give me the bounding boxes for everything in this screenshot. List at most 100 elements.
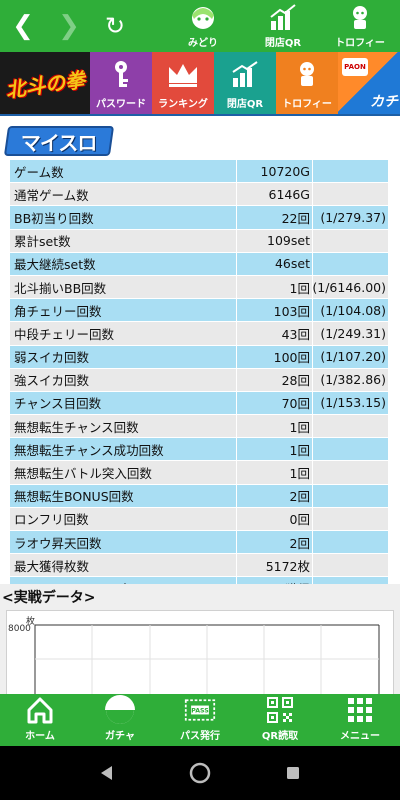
stat-value: 5172枚 <box>236 554 312 577</box>
topbar-item-trophy[interactable]: トロフィー <box>325 0 395 52</box>
stat-label: ラオウ昇天回数 <box>10 531 236 554</box>
triangle-back-icon <box>100 766 112 780</box>
stat-value: 1回 <box>236 461 312 484</box>
stat-value: 46set <box>236 252 312 275</box>
system-home-button[interactable] <box>180 753 220 793</box>
topbar-item-midori[interactable]: みどり <box>168 0 238 52</box>
stat-ratio <box>312 183 388 206</box>
stat-value: 1回 <box>236 275 312 299</box>
stat-value: 10720G <box>236 160 312 183</box>
system-back-button[interactable] <box>87 753 127 793</box>
stat-label: チャンス目回数 <box>10 391 236 415</box>
myslot-title: マイスロ <box>21 130 97 155</box>
stats-row: 無想転生バトル突入回数 1回 <box>10 461 388 485</box>
topbar-item-label: 閉店QR <box>264 38 302 49</box>
tile-closing-qr[interactable]: 閉店QR <box>214 52 276 114</box>
stat-label: 無想転生バトル突入回数 <box>10 461 236 484</box>
stat-ratio <box>312 507 388 530</box>
stat-label: 無想転生チャンス回数 <box>10 415 236 438</box>
stats-table: ゲーム数 10720G 通常ゲーム数 6146G BB初当り回数 22回 (1/279.37… <box>10 160 388 601</box>
stat-label: 強スイカ回数 <box>10 368 236 391</box>
stats-row: 累計set数 109set <box>10 229 388 253</box>
stat-label: 最大獲得枚数 <box>10 554 236 577</box>
nav-qr-scan[interactable]: QR読取 <box>240 694 320 746</box>
stat-value: 6146G <box>236 183 312 206</box>
qr-chart-icon <box>230 52 260 95</box>
stats-row: ゲーム数 10720G <box>10 160 388 184</box>
nav-label: ホーム <box>25 731 55 742</box>
gacha-icon <box>104 694 136 726</box>
stat-value: 2回 <box>236 484 312 507</box>
stat-label: 弱スイカ回数 <box>10 345 236 368</box>
back-button[interactable]: ❮ <box>0 0 46 52</box>
stats-row: ラオウ昇天回数 2回 <box>10 531 388 555</box>
stats-row: 無想転生チャンス成功回数 1回 <box>10 438 388 462</box>
stats-row: 中段チェリー回数 43回 (1/249.31) <box>10 322 388 346</box>
hokuto-logo: 北斗の拳 <box>3 67 87 102</box>
pass-ticket-icon: PASS <box>184 694 216 726</box>
stat-ratio: (1/382.86) <box>312 368 388 391</box>
crown-icon <box>166 52 200 95</box>
tile-trophy[interactable]: トロフィー <box>276 52 338 114</box>
kachi-text: カチ <box>370 94 398 110</box>
top-app-bar: ❮ ❯ ↻ みどり 閉店QR トロフィー <box>0 0 400 52</box>
system-recents-button[interactable] <box>273 753 313 793</box>
stat-label: 無想転生チャンス成功回数 <box>10 438 236 461</box>
banner-menu: 北斗の拳 パスワード ランキング 閉店QR トロフィー PAON カチ <box>0 52 400 114</box>
stat-label: 北斗揃いBB回数 <box>10 275 236 299</box>
character-icon <box>188 3 218 33</box>
stat-ratio <box>312 252 388 275</box>
qr-scan-icon <box>264 694 296 726</box>
stat-label: 最大継続set数 <box>10 252 236 275</box>
qr-chart-icon <box>268 3 298 33</box>
nav-menu[interactable]: メニュー <box>320 694 400 746</box>
chart-grid <box>34 624 380 699</box>
stat-value: 100回 <box>236 345 312 368</box>
stats-row: 最大継続set数 46set <box>10 252 388 276</box>
stat-value: 70回 <box>236 391 312 415</box>
stat-label: 中段チェリー回数 <box>10 322 236 345</box>
stat-value: 1回 <box>236 415 312 438</box>
stats-row: 角チェリー回数 103回 (1/104.08) <box>10 299 388 323</box>
stats-row: 弱スイカ回数 100回 (1/107.20) <box>10 345 388 369</box>
stat-value: 2回 <box>236 531 312 554</box>
stats-row: 最大獲得枚数 5172枚 <box>10 554 388 578</box>
stats-row: 無想転生チャンス回数 1回 <box>10 415 388 439</box>
tile-ranking[interactable]: ランキング <box>152 52 214 114</box>
battle-data-section: <実戦データ> 枚 8000 <box>0 584 400 700</box>
stat-value: 28回 <box>236 368 312 391</box>
trophy-character-icon <box>345 3 375 33</box>
stats-row: BB初当り回数 22回 (1/279.37) <box>10 206 388 230</box>
stat-label: BB初当り回数 <box>10 206 236 229</box>
stats-row: 無想転生BONUS回数 2回 <box>10 484 388 508</box>
forward-button[interactable]: ❯ <box>46 0 92 52</box>
stat-label: 通常ゲーム数 <box>10 183 236 206</box>
chevron-left-icon: ❮ <box>12 11 34 41</box>
hokuto-logo-tile[interactable]: 北斗の拳 <box>0 52 90 114</box>
stat-value: 0回 <box>236 507 312 530</box>
nav-label: ガチャ <box>105 731 135 742</box>
stat-value: 103回 <box>236 299 312 322</box>
reload-button[interactable]: ↻ <box>92 0 138 52</box>
stats-row: 強スイカ回数 28回 (1/382.86) <box>10 368 388 392</box>
stats-row: 通常ゲーム数 6146G <box>10 183 388 207</box>
stat-ratio <box>312 484 388 507</box>
stat-ratio <box>312 554 388 577</box>
nav-pass-issue[interactable]: PASS パス発行 <box>160 694 240 746</box>
nav-label: メニュー <box>340 731 380 742</box>
nav-gacha[interactable]: ガチャ <box>80 694 160 746</box>
stat-ratio <box>312 415 388 438</box>
stat-value: 43回 <box>236 322 312 345</box>
topbar-item-closing-qr[interactable]: 閉店QR <box>248 0 318 52</box>
tile-password[interactable]: パスワード <box>90 52 152 114</box>
tile-kachi[interactable]: PAON カチ <box>338 52 400 114</box>
stat-value: 109set <box>236 229 312 252</box>
stats-row: 北斗揃いBB回数 1回 (1/6146.00) <box>10 275 388 300</box>
stat-value: 1回 <box>236 438 312 461</box>
tile-label: 閉店QR <box>226 99 264 110</box>
chevron-right-icon: ❯ <box>58 11 80 41</box>
nav-home[interactable]: ホーム <box>0 694 80 746</box>
stat-label: 累計set数 <box>10 229 236 252</box>
stat-ratio <box>312 160 388 183</box>
grid-menu-icon <box>344 694 376 726</box>
